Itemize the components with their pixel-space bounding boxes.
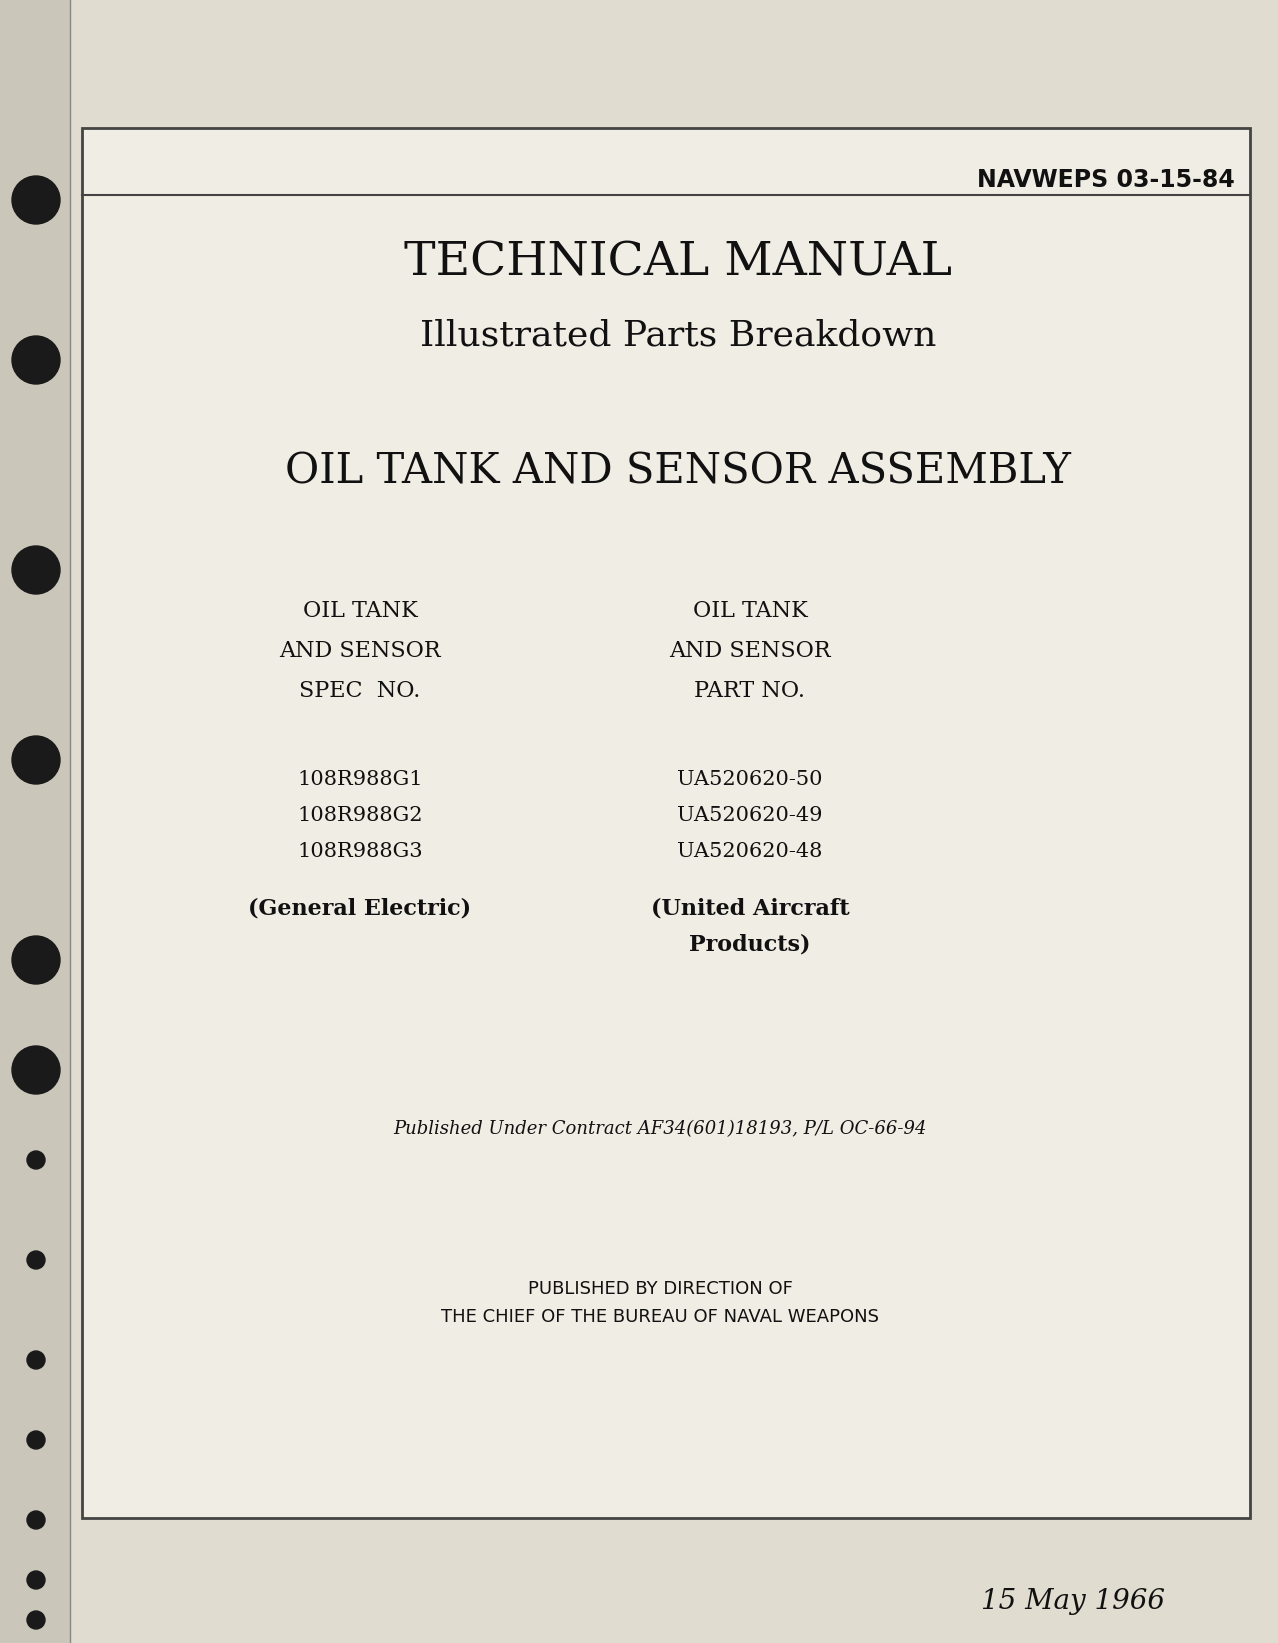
Text: 15 May 1966: 15 May 1966 [982, 1589, 1166, 1615]
Circle shape [27, 1351, 45, 1369]
Text: 108R988G3: 108R988G3 [298, 841, 423, 861]
Circle shape [12, 736, 60, 784]
Text: OIL TANK: OIL TANK [303, 600, 418, 623]
Circle shape [12, 1047, 60, 1094]
Bar [82, 128, 1250, 1518]
Bar [0, 0, 70, 1643]
Circle shape [12, 176, 60, 223]
Text: Products): Products) [689, 933, 810, 956]
Text: UA520620-48: UA520620-48 [677, 841, 823, 861]
Circle shape [27, 1571, 45, 1589]
Text: PART NO.: PART NO. [694, 680, 805, 702]
Text: 108R988G1: 108R988G1 [298, 771, 423, 789]
Text: Published Under Contract AF34(601)18193, P/L OC-66-94: Published Under Contract AF34(601)18193,… [394, 1121, 927, 1139]
Circle shape [27, 1512, 45, 1530]
Circle shape [12, 937, 60, 984]
Text: NAVWEPS 03-15-84: NAVWEPS 03-15-84 [978, 168, 1235, 192]
Circle shape [12, 545, 60, 595]
Text: TECHNICAL MANUAL: TECHNICAL MANUAL [404, 240, 952, 286]
Circle shape [27, 1152, 45, 1170]
Text: PUBLISHED BY DIRECTION OF: PUBLISHED BY DIRECTION OF [528, 1280, 792, 1298]
Text: THE CHIEF OF THE BUREAU OF NAVAL WEAPONS: THE CHIEF OF THE BUREAU OF NAVAL WEAPONS [441, 1308, 879, 1326]
Text: SPEC  NO.: SPEC NO. [299, 680, 420, 702]
Text: OIL TANK AND SENSOR ASSEMBLY: OIL TANK AND SENSOR ASSEMBLY [285, 450, 1071, 491]
Text: AND SENSOR: AND SENSOR [670, 641, 831, 662]
Text: (United Aircraft: (United Aircraft [651, 899, 850, 920]
Text: UA520620-49: UA520620-49 [677, 807, 823, 825]
Circle shape [27, 1612, 45, 1628]
Text: 108R988G2: 108R988G2 [298, 807, 423, 825]
Text: OIL TANK: OIL TANK [693, 600, 808, 623]
Circle shape [27, 1250, 45, 1268]
Circle shape [27, 1431, 45, 1449]
Circle shape [12, 337, 60, 384]
Text: UA520620-50: UA520620-50 [677, 771, 823, 789]
Text: Illustrated Parts Breakdown: Illustrated Parts Breakdown [419, 319, 937, 352]
Text: (General Electric): (General Electric) [248, 899, 472, 920]
Text: AND SENSOR: AND SENSOR [279, 641, 441, 662]
